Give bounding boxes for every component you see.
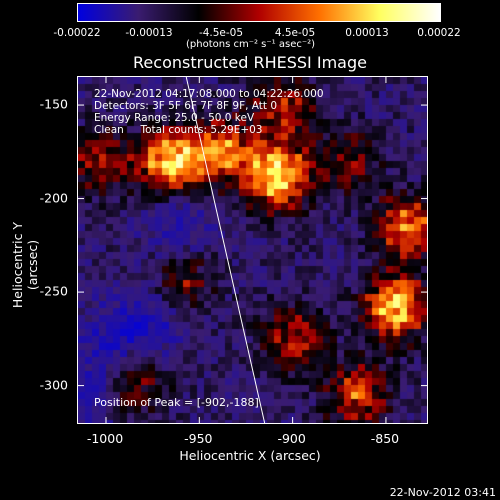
y-tick-label: -300 (39, 377, 68, 393)
colorbar-tick: -0.00013 (125, 27, 173, 39)
colorbar (77, 3, 441, 22)
annotation-peak: Position of Peak = [-902,-188] (94, 396, 259, 409)
annotation-time-range: 22-Nov-2012 04:17:08.000 to 04:22:26.000 (94, 88, 324, 100)
colorbar-tick: 0.00022 (417, 27, 461, 39)
annotation-detectors: Detectors: 3F 5F 6F 7F 8F 9F, Att 0 (94, 100, 278, 112)
annotation-counts: Clean Total counts: 5.29E+03 (94, 124, 263, 136)
limb-line (185, 77, 266, 423)
x-tick-label: -950 (184, 431, 213, 446)
y-tick-label: -150 (39, 96, 68, 112)
heatmap-image (78, 77, 427, 423)
y-axis-label: Heliocentric Y (arcsec) (10, 221, 40, 309)
colorbar-tick: -4.5e-05 (198, 27, 244, 39)
chart-title: Reconstructed RHESSI Image (133, 53, 367, 72)
y-tick-label: -200 (39, 190, 68, 206)
y-tick-label: -250 (39, 283, 68, 299)
colorbar-tick: -0.00022 (53, 27, 101, 39)
x-tick-label: -1000 (86, 431, 124, 446)
annotation-energy: Energy Range: 25.0 - 50.0 keV (94, 112, 255, 124)
x-axis-label: Heliocentric X (arcsec) (179, 448, 321, 463)
colorbar-unit: (photons cm⁻² s⁻¹ asec⁻²) (186, 39, 316, 50)
timestamp: 22-Nov-2012 03:41 (389, 486, 496, 499)
plot-overlay (78, 77, 427, 423)
plot-area (77, 76, 428, 424)
x-tick-label: -850 (370, 431, 400, 446)
x-tick-label: -900 (277, 431, 306, 446)
colorbar-tick: 4.5e-05 (274, 27, 316, 39)
colorbar-tick: 0.00013 (345, 27, 389, 39)
